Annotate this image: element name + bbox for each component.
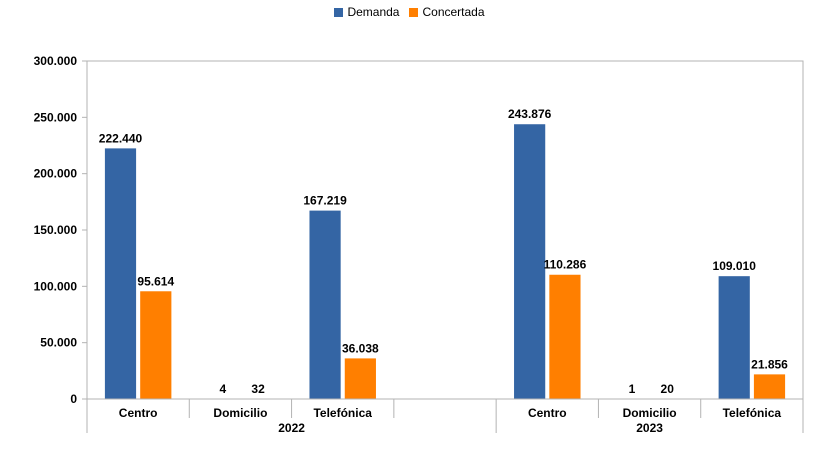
legend-swatch-concertada — [409, 8, 418, 17]
legend-label-concertada: Concertada — [422, 5, 484, 19]
data-label: 20 — [661, 382, 675, 396]
bar-demanda — [719, 276, 750, 399]
y-tick-label: 300.000 — [34, 54, 78, 68]
x-category-label: Centro — [528, 406, 567, 420]
bar-demanda — [514, 124, 545, 399]
legend-swatch-demanda — [334, 8, 343, 17]
data-label: 32 — [251, 382, 265, 396]
y-tick-label: 50.000 — [40, 336, 77, 350]
y-tick-label: 0 — [70, 392, 77, 406]
data-label: 36.038 — [342, 341, 379, 355]
x-group-label: 2023 — [636, 421, 663, 435]
bar-concertada — [754, 374, 785, 399]
bar-demanda — [309, 211, 340, 399]
data-label: 109.010 — [713, 259, 757, 273]
x-category-label: Domicilio — [213, 406, 267, 420]
y-tick-label: 250.000 — [34, 110, 78, 124]
data-label: 167.219 — [303, 194, 347, 208]
y-tick-label: 150.000 — [34, 223, 78, 237]
data-label: 21.856 — [751, 357, 788, 371]
y-tick-label: 200.000 — [34, 167, 78, 181]
legend: Demanda Concertada — [0, 5, 819, 19]
x-category-label: Telefónica — [723, 406, 782, 420]
data-label: 222.440 — [99, 131, 143, 145]
bar-concertada — [140, 291, 171, 399]
data-label: 4 — [219, 382, 226, 396]
bar-concertada — [345, 358, 376, 399]
legend-item-demanda: Demanda — [334, 5, 399, 19]
y-tick-label: 100.000 — [34, 279, 78, 293]
data-label: 95.614 — [137, 274, 174, 288]
legend-label-demanda: Demanda — [347, 5, 399, 19]
data-label: 1 — [629, 382, 636, 396]
bar-demanda — [105, 148, 136, 399]
legend-item-concertada: Concertada — [409, 5, 484, 19]
data-label: 110.286 — [544, 258, 587, 272]
x-category-label: Domicilio — [623, 406, 677, 420]
plot-border — [87, 61, 803, 399]
x-group-label: 2022 — [278, 421, 305, 435]
x-category-label: Telefónica — [313, 406, 372, 420]
data-label: 243.876 — [508, 107, 552, 121]
x-category-label: Centro — [119, 406, 158, 420]
bar-concertada — [549, 275, 580, 399]
